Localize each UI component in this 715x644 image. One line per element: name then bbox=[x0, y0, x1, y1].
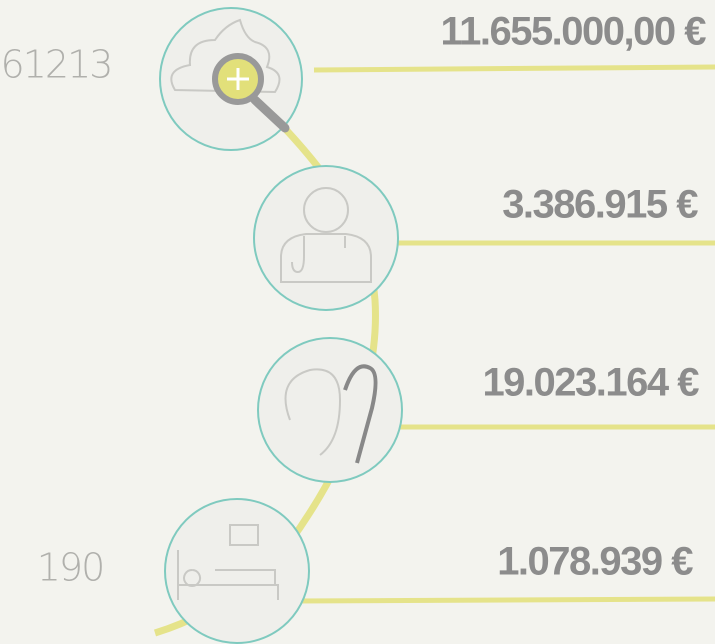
step-doctor bbox=[254, 166, 398, 310]
icon-circle bbox=[258, 338, 402, 482]
count: 61213 bbox=[1, 43, 112, 87]
connector bbox=[296, 599, 715, 601]
step-hospital bbox=[165, 499, 309, 643]
amount: 3.386.915 € bbox=[502, 183, 698, 227]
infographic: 61213 190 11.655.000,00 € 3.386.915 € 19… bbox=[0, 0, 715, 644]
amount: 19.023.164 € bbox=[482, 361, 699, 405]
amount: 11.655.000,00 € bbox=[441, 10, 707, 54]
connector bbox=[314, 67, 715, 70]
step-screening bbox=[160, 8, 302, 150]
count: 190 bbox=[37, 546, 104, 590]
step-colonoscopy bbox=[258, 338, 402, 482]
amount: 1.078.939 € bbox=[497, 540, 693, 584]
